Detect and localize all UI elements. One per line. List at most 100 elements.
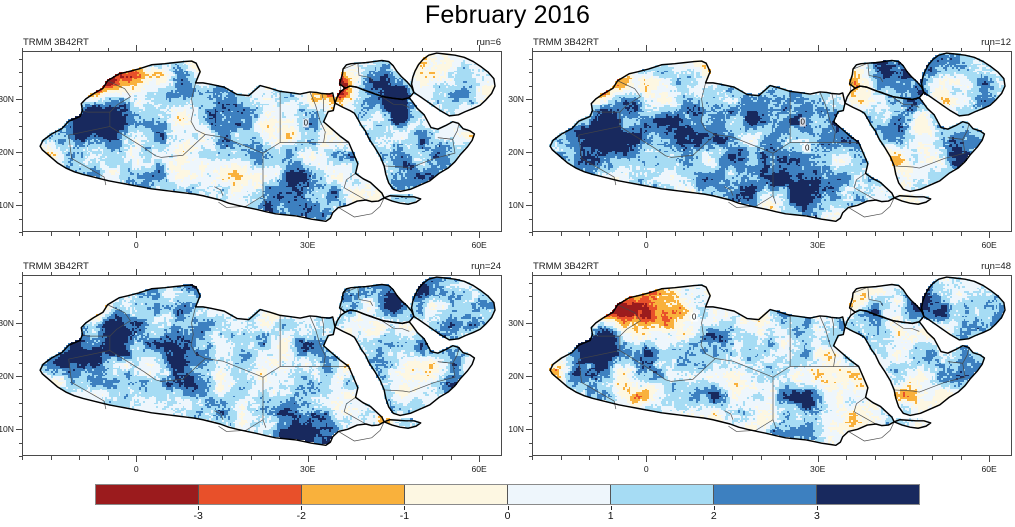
contour-label: 0 <box>302 118 310 128</box>
y-minor-tick <box>18 85 22 87</box>
x-major-tick <box>136 232 138 238</box>
x-tick-top <box>422 47 423 51</box>
x-minor-tick <box>932 456 933 460</box>
x-tick-top <box>617 271 619 275</box>
x-tick-top <box>789 271 791 275</box>
y-axis-label: 10N <box>0 200 14 211</box>
y-minor-tick <box>18 336 22 338</box>
x-tick-top <box>364 271 366 275</box>
colorbar-segment-1 <box>199 485 302 504</box>
x-minor-tick <box>674 456 676 460</box>
x-tick-top <box>479 45 481 51</box>
x-tick-top <box>136 45 138 51</box>
y-axis-label: 10N <box>508 200 524 211</box>
x-tick-top <box>589 47 591 51</box>
x-minor-tick <box>364 232 366 236</box>
x-minor-tick <box>846 232 848 236</box>
x-minor-tick <box>589 232 591 236</box>
run-label: run=48 <box>981 261 1011 272</box>
run-label: run=24 <box>471 261 501 272</box>
x-tick-top <box>817 45 819 51</box>
y-minor-tick <box>528 389 532 391</box>
colorbar-tick-label: 3 <box>813 510 820 522</box>
x-minor-tick <box>617 232 619 236</box>
y-minor-tick <box>528 192 532 194</box>
x-axis-label: 30E <box>810 464 826 474</box>
map-plot-area <box>22 275 502 456</box>
x-minor-tick <box>336 456 338 460</box>
x-tick-top <box>50 47 52 51</box>
x-major-tick <box>479 232 481 238</box>
y-axis-label: 20N <box>0 371 14 382</box>
x-tick-top <box>903 47 905 51</box>
x-minor-tick <box>79 232 81 236</box>
y-minor-tick <box>528 402 532 404</box>
x-minor-tick <box>107 456 109 460</box>
y-axis-label: 20N <box>508 371 524 382</box>
x-tick-top <box>193 47 195 51</box>
y-minor-tick <box>18 296 22 298</box>
x-minor-tick <box>932 232 933 236</box>
x-minor-tick <box>22 456 23 460</box>
x-tick-top <box>817 269 819 275</box>
panel-header: TRMM 3B42RT run=24 <box>22 261 502 274</box>
x-tick-top <box>960 271 962 275</box>
x-major-tick <box>646 456 648 462</box>
y-minor-tick <box>18 416 22 418</box>
contour-label: 0 <box>804 143 811 153</box>
y-minor-tick <box>528 296 532 298</box>
y-minor-tick <box>528 309 532 311</box>
y-major-tick <box>16 205 22 207</box>
x-minor-tick <box>164 456 166 460</box>
x-minor-tick <box>560 456 562 460</box>
y-major-tick <box>526 322 532 324</box>
dataset-label: TRMM 3B42RT <box>533 261 599 272</box>
x-minor-tick <box>279 456 281 460</box>
x-tick-top <box>222 271 223 275</box>
x-minor-tick <box>450 456 452 460</box>
x-tick-top <box>874 47 876 51</box>
x-major-tick <box>307 456 309 462</box>
y-major-tick <box>526 152 532 154</box>
x-tick-top <box>422 271 423 275</box>
map-panel-run-48: TRMM 3B42RT run=48 0 0 30E 60E 30N 20N 10N <box>508 261 1012 474</box>
x-tick-top <box>674 271 676 275</box>
x-minor-tick <box>222 456 223 460</box>
x-minor-tick <box>250 232 252 236</box>
x-minor-tick <box>760 232 762 236</box>
x-tick-top <box>107 47 109 51</box>
x-tick-top <box>760 47 762 51</box>
y-minor-tick <box>18 72 22 74</box>
x-tick-top <box>732 271 733 275</box>
x-tick-top <box>50 271 52 275</box>
y-minor-tick <box>18 349 22 351</box>
x-tick-top <box>646 269 648 275</box>
x-axis-label: 0 <box>133 240 139 250</box>
x-tick-top <box>479 269 481 275</box>
y-axis-label: 30N <box>0 317 14 328</box>
colorbar-tick <box>816 506 818 510</box>
y-major-tick <box>16 429 22 431</box>
x-tick-top <box>560 47 562 51</box>
x-tick-top <box>364 47 366 51</box>
y-minor-tick <box>18 125 22 127</box>
y-minor-tick <box>18 389 22 391</box>
x-minor-tick <box>560 232 562 236</box>
panel-header: TRMM 3B42RT run=12 <box>532 37 1012 50</box>
panel-header: TRMM 3B42RT run=48 <box>532 261 1012 274</box>
colorbar-segment-7 <box>817 485 919 504</box>
colorbar-tick <box>507 506 509 510</box>
y-axis-label: 10N <box>508 424 524 435</box>
x-minor-tick <box>789 456 791 460</box>
x-tick-top <box>164 271 166 275</box>
x-tick-top <box>279 271 281 275</box>
y-minor-tick <box>528 138 532 140</box>
y-minor-tick <box>528 416 532 418</box>
x-tick-top <box>560 271 562 275</box>
x-tick-top <box>22 47 23 51</box>
y-minor-tick <box>18 309 22 311</box>
x-tick-top <box>336 271 338 275</box>
x-axis-label: 0 <box>643 240 649 250</box>
